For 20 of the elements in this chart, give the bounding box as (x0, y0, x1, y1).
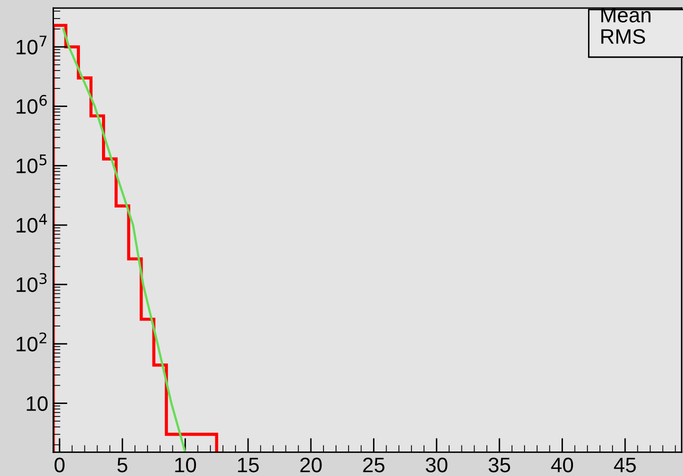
x-tick-label: 25 (363, 458, 384, 472)
y-tick-label: 10$^{3}$ (16, 273, 47, 292)
x-tick-label: 10 (175, 458, 196, 472)
y-tick-label: 10$^{6}$ (16, 94, 47, 114)
x-tick-label: 30 (426, 458, 448, 472)
y-tick-label: 10$^{5}$ (16, 154, 46, 174)
y-tick-label: 10$^{7}$ (16, 36, 46, 54)
x-tick-label: 0 (54, 458, 65, 472)
x-tick-label: 5 (117, 458, 128, 472)
y-tick-label: 10$^{2}$ (16, 332, 46, 352)
x-tick-label: 35 (488, 458, 510, 472)
x-tick-label: 15 (238, 458, 259, 472)
y-tick-label: 10 (26, 396, 48, 412)
y-tick-label: 10$^{4}$ (16, 214, 47, 233)
x-tick-label: 45 (614, 458, 636, 472)
x-tick-label: 20 (300, 458, 322, 472)
x-tick-label: 40 (551, 458, 574, 472)
annotation: RMS (601, 29, 646, 44)
line-series (62, 28, 186, 452)
annotation: Mean (601, 8, 650, 22)
